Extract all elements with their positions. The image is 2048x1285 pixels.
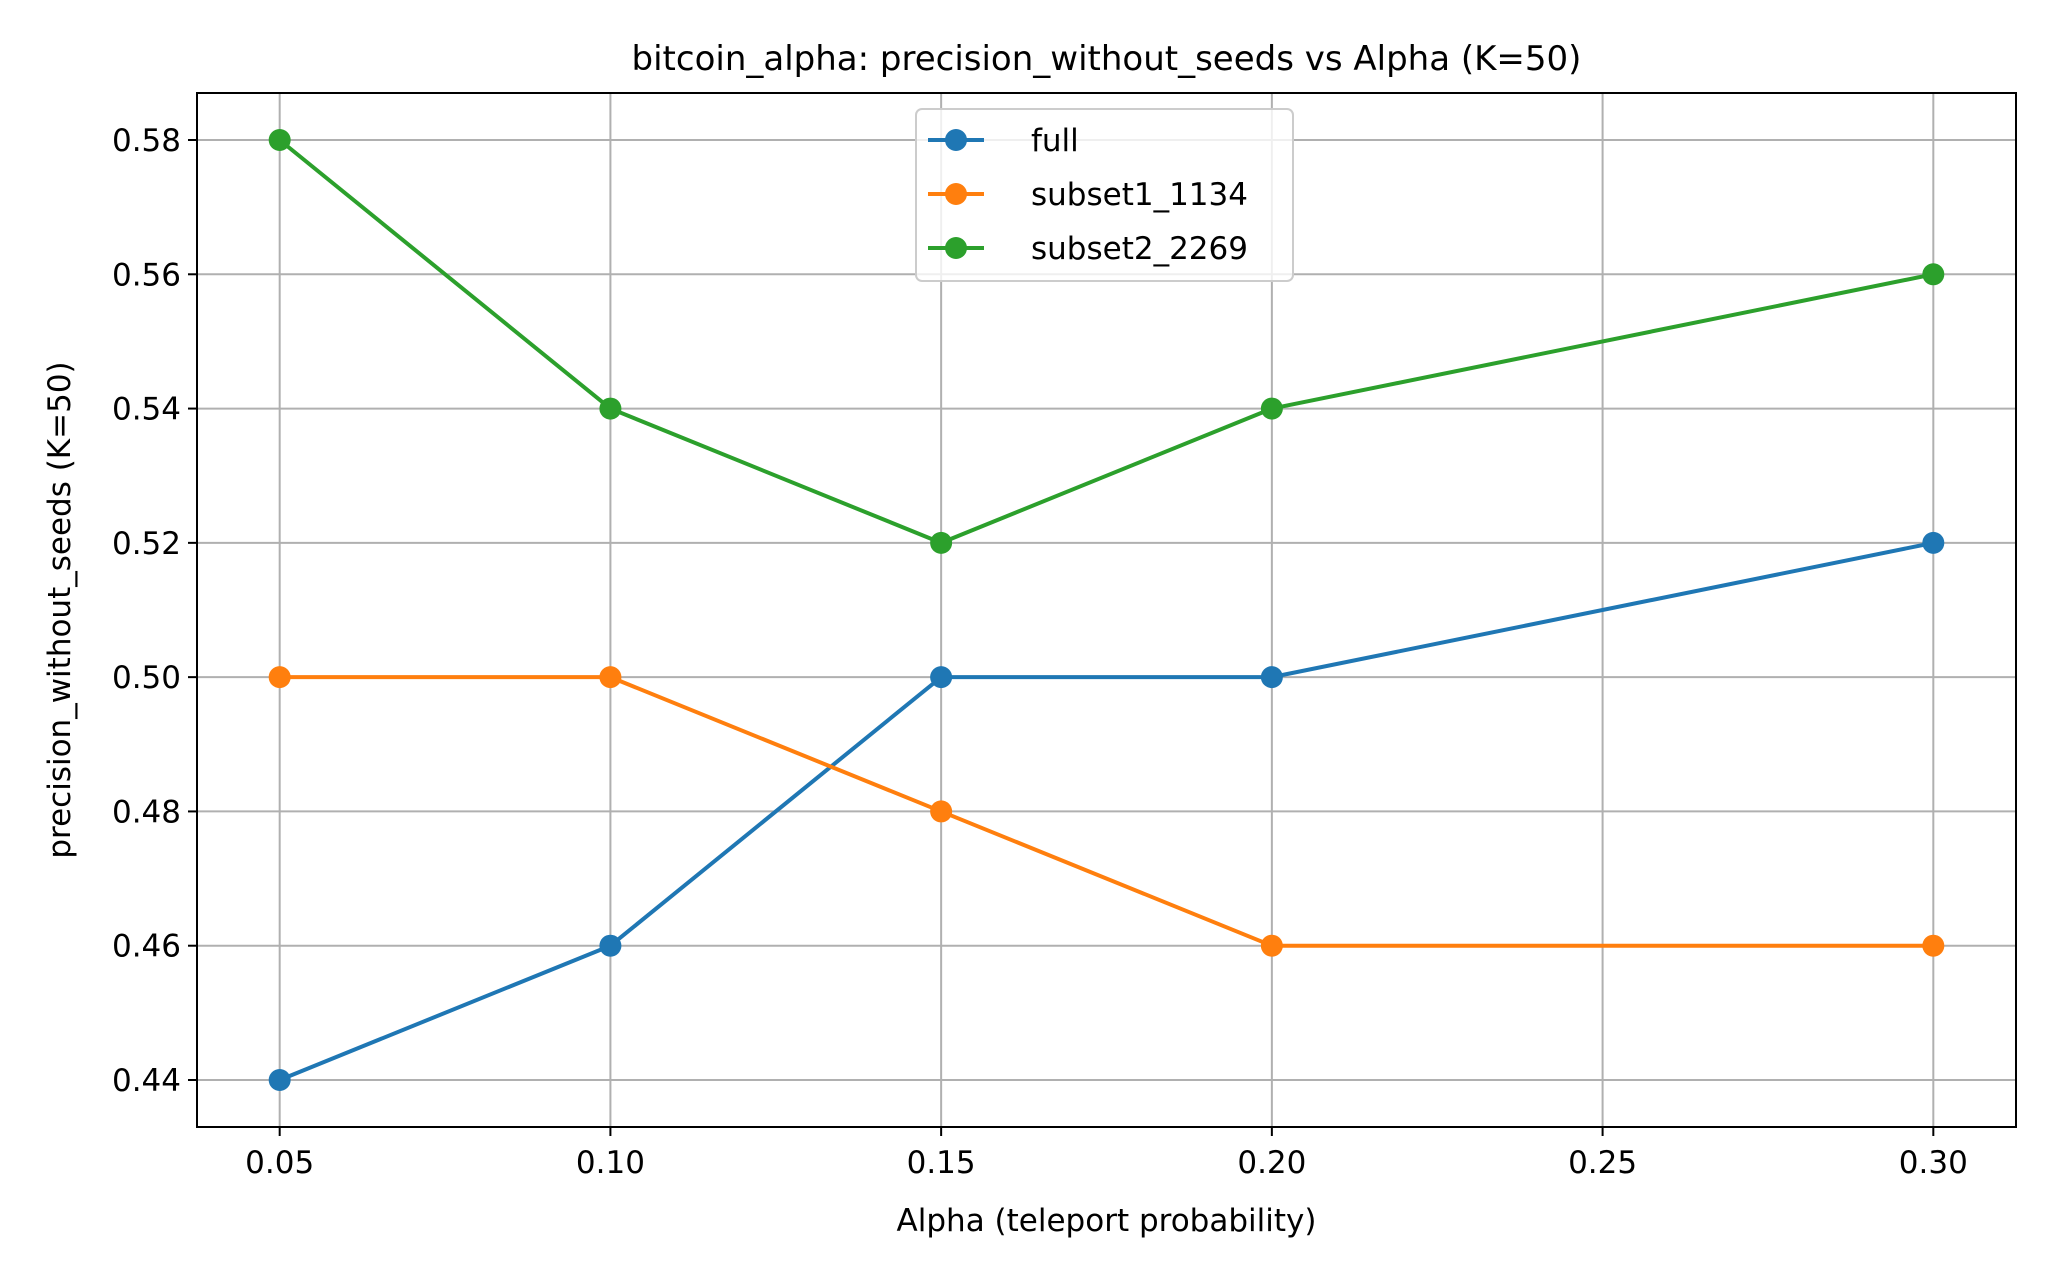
series-full bbox=[268, 531, 1945, 1091]
legend-swatch-marker bbox=[945, 129, 967, 151]
data-point bbox=[268, 129, 291, 151]
legend-label: subset2_2269 bbox=[1031, 231, 1248, 267]
x-tick-label: 0.20 bbox=[1237, 1145, 1306, 1181]
data-point bbox=[1260, 934, 1283, 957]
legend-swatch-marker bbox=[945, 237, 967, 259]
x-tick-label: 0.25 bbox=[1568, 1145, 1637, 1181]
y-tick-label: 0.48 bbox=[112, 794, 181, 830]
x-tick-label: 0.30 bbox=[1899, 1145, 1968, 1181]
legend-item-full: full bbox=[928, 123, 1079, 159]
data-point bbox=[930, 531, 953, 554]
series-subset1_1134 bbox=[268, 666, 1945, 957]
series-layer bbox=[268, 129, 1945, 1091]
x-axis-label: Alpha (teleport probability) bbox=[897, 1203, 1317, 1239]
y-tick-label: 0.54 bbox=[112, 392, 181, 428]
legend-label: full bbox=[1031, 123, 1079, 159]
x-tick-label: 0.10 bbox=[576, 1145, 645, 1181]
series-subset2_2269 bbox=[268, 129, 1945, 554]
data-point bbox=[599, 397, 622, 420]
legend-box bbox=[915, 108, 1294, 282]
ticks: 0.05 0.10 0.15 0.20 0.25 0.30 0.44 0.46 0.48 0.50… bbox=[112, 123, 1968, 1181]
legend-item-subset2_2269: subset2_2269 bbox=[928, 231, 1248, 267]
y-axis-label: precision_without_seeds (K=50) bbox=[42, 361, 78, 858]
data-point bbox=[930, 800, 953, 823]
data-point bbox=[1922, 263, 1945, 286]
legend-item-subset1_1134: subset1_1134 bbox=[928, 177, 1248, 213]
chart-title: bitcoin_alpha: precision_without_seeds v… bbox=[632, 39, 1582, 79]
y-tick-label: 0.58 bbox=[112, 123, 181, 159]
y-tick-label: 0.52 bbox=[112, 526, 181, 562]
data-point bbox=[1922, 531, 1945, 554]
data-point bbox=[930, 666, 953, 689]
data-point bbox=[1260, 666, 1283, 689]
data-point bbox=[599, 934, 622, 957]
plot-frame bbox=[196, 92, 2017, 1128]
data-point bbox=[1260, 397, 1283, 420]
data-point bbox=[599, 666, 622, 689]
y-tick-label: 0.44 bbox=[112, 1063, 181, 1099]
legend: full subset1_1134 subset2_2269 bbox=[915, 108, 1294, 282]
data-point bbox=[268, 666, 291, 689]
y-tick-label: 0.50 bbox=[112, 660, 181, 696]
x-tick-label: 0.15 bbox=[907, 1145, 976, 1181]
y-tick-label: 0.46 bbox=[112, 929, 181, 965]
data-point bbox=[1922, 934, 1945, 957]
data-point bbox=[268, 1069, 291, 1091]
legend-swatch-marker bbox=[945, 183, 967, 205]
y-tick-label: 0.56 bbox=[112, 257, 181, 293]
legend-label: subset1_1134 bbox=[1031, 177, 1248, 213]
x-tick-label: 0.05 bbox=[245, 1145, 314, 1181]
